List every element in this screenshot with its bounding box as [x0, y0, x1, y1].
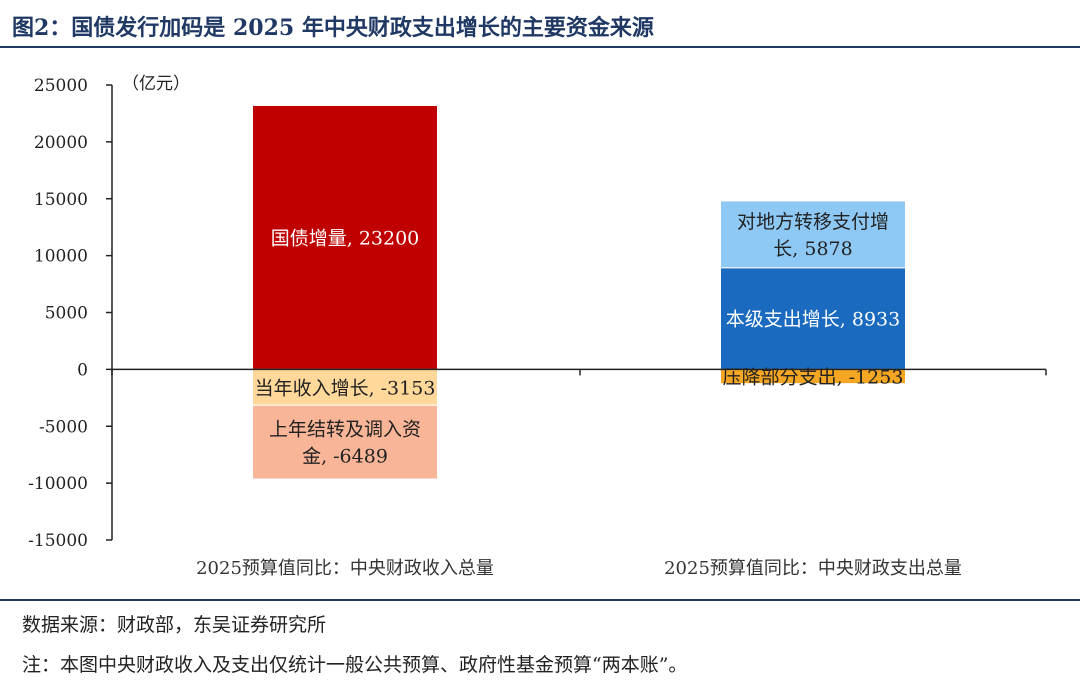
y-tick-label: 25000: [34, 76, 88, 96]
x-category-label: 2025预算值同比：中央财政收入总量: [196, 558, 494, 579]
data-label: 压降部分支出, -1253: [723, 367, 904, 389]
data-label: 对地方转移支付增长, 5878: [737, 211, 889, 260]
data-label: 国债增量, 23200: [271, 227, 420, 249]
y-tick-label: 15000: [34, 190, 88, 210]
y-tick-label: 0: [77, 360, 88, 380]
chart-title: 图2：国债发行加码是 2025 年中央财政支出增长的主要资金来源: [12, 15, 654, 41]
y-unit-label: （亿元）: [122, 74, 190, 94]
y-tick-label: -15000: [28, 531, 88, 551]
bar-segment: [720, 200, 906, 269]
source-text: 数据来源：财政部，东吴证券研究所: [22, 614, 327, 636]
data-label: 当年收入增长, -3153: [255, 377, 436, 399]
y-tick-label: 10000: [34, 247, 88, 267]
x-category-label: 2025预算值同比：中央财政支出总量: [664, 558, 962, 579]
stacked-bar-chart: 25000 20000 15000 10000 5000 0 -5000 -10000 -150…: [28, 74, 1047, 579]
note-text: 注：本图中央财政收入及支出仅统计一般公共预算、政府性基金预算“两本账”。: [22, 654, 688, 676]
y-tick-label: 5000: [45, 304, 88, 324]
bar-segment: [252, 404, 438, 480]
footer-rule: [0, 599, 1080, 601]
y-tick-label: 20000: [34, 133, 88, 153]
bar-segment: [252, 104, 438, 370]
title-rule: [0, 46, 1080, 48]
data-label: 上年结转及调入资金, -6489: [269, 419, 421, 468]
y-tick-label: -5000: [39, 417, 88, 437]
y-tick-label: -10000: [28, 474, 88, 494]
data-label: 本级支出增长, 8933: [726, 309, 900, 331]
